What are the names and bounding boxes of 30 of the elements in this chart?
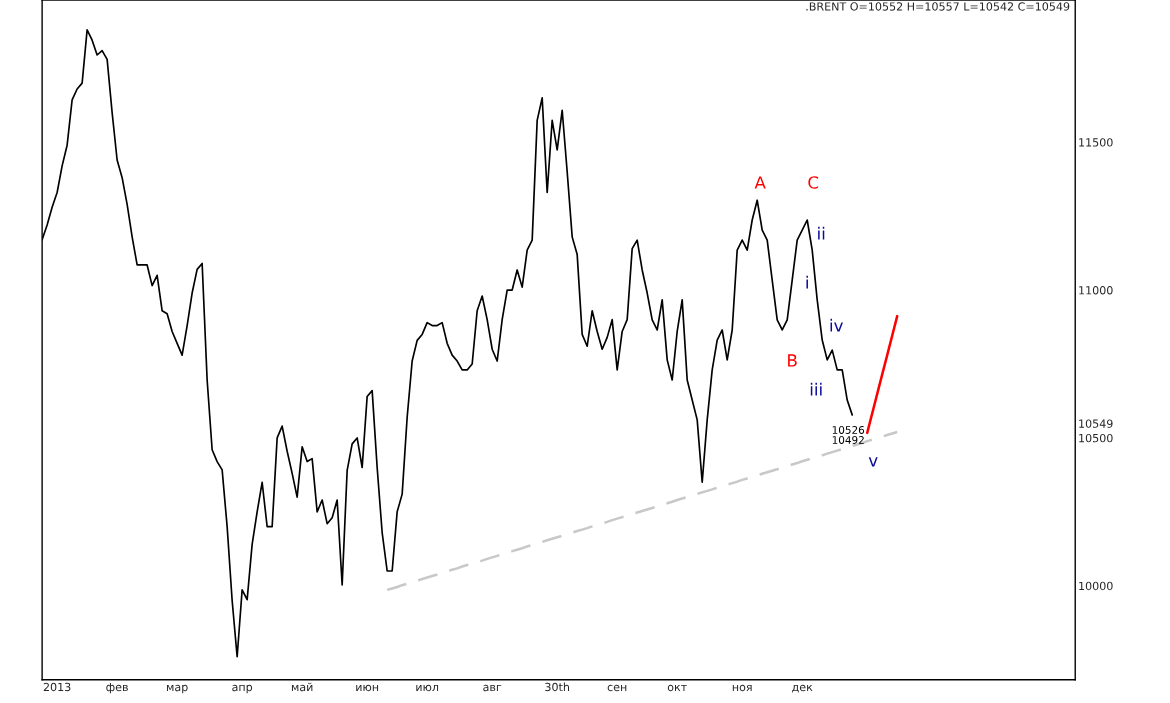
annotation: iii [810,382,822,396]
x-tick-label: 2013 [43,682,71,692]
y-tick-label: 11000 [1079,286,1113,295]
annotation: 10526 [832,426,865,434]
x-tick-label: мар [167,684,188,694]
annotation: ii [818,226,825,240]
y-tick-label: 10000 [1079,581,1113,591]
y-tick-label: 11500 [1079,138,1113,147]
annotation: C [808,176,819,189]
chart-title: .BRENT O=10552 H=10557 L=10542 C=10549 [806,2,1070,11]
x-tick-label: апр [232,684,253,694]
x-tick-label: фев [106,682,128,694]
x-tick-label: окт [667,684,687,692]
x-tick-label: май [291,682,313,692]
x-tick-label: авг [483,684,502,692]
x-tick-label: ноя [732,684,752,692]
annotation: B [788,354,797,367]
annotation: 10492 [832,436,864,444]
y-tick-label: 10549 [1079,419,1113,428]
x-tick-label: июн [356,684,379,692]
annotation: A [754,176,766,189]
x-tick-label: сен [607,684,627,692]
annotation: i [806,275,808,289]
y-tick-label: 10500 [1079,433,1113,443]
x-tick-label: 30th [545,682,569,692]
annotation: iv [830,318,843,332]
x-tick-label: июл [416,684,439,692]
line-series [865,314,899,435]
x-tick-label: дек [792,684,813,693]
annotation: v [868,457,878,467]
